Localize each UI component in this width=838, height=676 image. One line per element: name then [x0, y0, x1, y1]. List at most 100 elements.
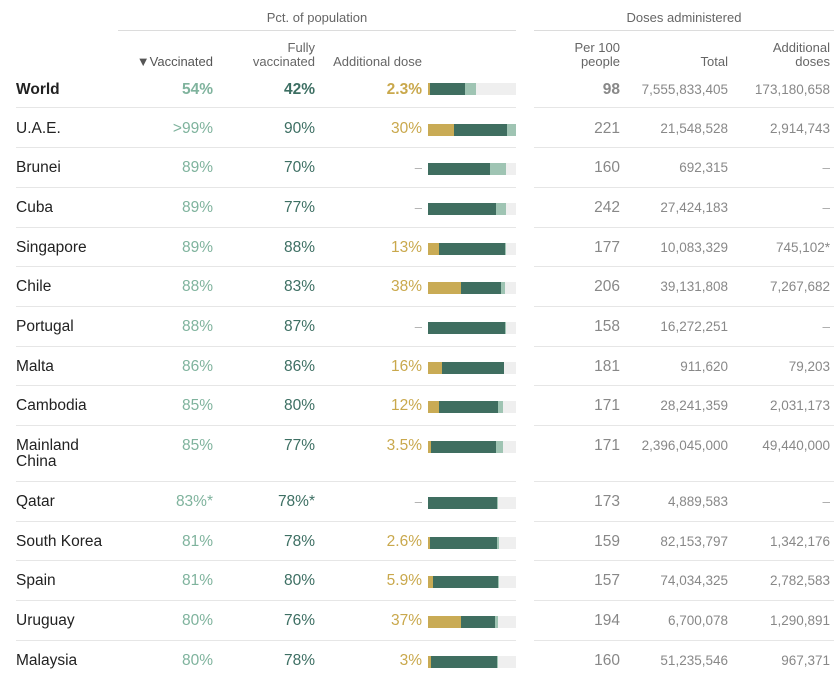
country-name: South Korea: [16, 533, 103, 550]
bar-segment-fully: [428, 497, 497, 509]
pct-additional-dose: 16%: [390, 358, 422, 375]
bar-segment-partial: [498, 401, 503, 413]
row-divider: [16, 227, 516, 228]
country-name: Mainland China: [16, 437, 79, 470]
doses-total: 51,235,546: [660, 653, 728, 668]
table-row: Qatar 83%* 78%* – 173 4,889,583 –: [0, 482, 838, 522]
column-header-fully-line1: Fully: [287, 40, 315, 55]
column-header-additional-dose[interactable]: Additional dose: [333, 54, 422, 69]
bar-segment-fully: [442, 362, 504, 374]
doses-total: 39,131,808: [660, 279, 728, 294]
additional-doses: 79,203: [788, 359, 830, 374]
column-header-fully-vaccinated[interactable]: Fully vaccinated: [253, 41, 315, 69]
pct-additional-dose: 12%: [390, 397, 422, 414]
country-name: Spain: [16, 572, 56, 589]
bar-segment-additional: [428, 243, 440, 255]
pct-fully-vaccinated: 77%: [283, 199, 315, 216]
bar-segment-partial: [496, 497, 499, 509]
bar-segment-additional: [428, 362, 443, 374]
bar-segment-additional: [428, 83, 431, 95]
bar-segment-fully: [430, 656, 497, 668]
row-divider: [534, 600, 834, 601]
country-name: Malaysia: [16, 652, 78, 669]
doses-per-100: 159: [594, 533, 620, 550]
table-row: South Korea 81% 78% 2.6% 159 82,153,797 1,342,…: [0, 522, 838, 561]
row-divider: [16, 560, 516, 561]
pct-additional-dose: 5.9%: [386, 572, 422, 589]
bar-segment-partial: [498, 576, 500, 588]
vaccination-bar: [428, 322, 516, 334]
doses-per-100: 157: [594, 572, 620, 589]
bar-segment-fully: [431, 441, 496, 453]
column-header-per-100[interactable]: Per 100 people: [574, 41, 620, 69]
pct-additional-dose: 2.3%: [386, 81, 422, 98]
doses-per-100: 177: [594, 239, 620, 256]
doses-per-100: 206: [594, 278, 620, 295]
column-header-adddoses-line1: Additional: [772, 40, 830, 55]
row-divider: [534, 481, 834, 482]
row-divider: [16, 600, 516, 601]
column-header-vaccinated[interactable]: ▼Vaccinated: [136, 54, 213, 69]
vaccination-bar: [428, 163, 516, 175]
bar-segment-additional: [428, 616, 461, 628]
pct-fully-vaccinated: 42%: [283, 81, 315, 98]
vaccination-bar: [428, 576, 516, 588]
pct-vaccinated: 89%: [181, 159, 213, 176]
bar-segment-fully: [460, 616, 495, 628]
country-name: Cuba: [16, 199, 54, 216]
bar-segment-fully: [461, 282, 502, 294]
table-row: Mainland China 85% 77% 3.5% 171 2,396,045,000…: [0, 426, 838, 482]
column-header-adddoses-line2: doses: [795, 54, 830, 69]
pct-fully-vaccinated: 90%: [283, 120, 315, 137]
country-name: Singapore: [16, 239, 87, 256]
bar-segment-fully: [430, 83, 465, 95]
row-divider: [16, 425, 516, 426]
row-divider: [534, 640, 834, 641]
doses-per-100: 242: [594, 199, 620, 216]
vaccination-bar: [428, 537, 516, 549]
pct-fully-vaccinated: 78%*: [277, 493, 315, 510]
bar-segment-additional: [428, 124, 455, 136]
pct-fully-vaccinated: 83%: [283, 278, 315, 295]
additional-doses: 1,342,176: [769, 534, 830, 549]
doses-per-100: 98: [602, 81, 620, 98]
row-divider: [16, 385, 516, 386]
table-row: Uruguay 80% 76% 37% 194 6,700,078 1,290,891: [0, 601, 838, 641]
vaccination-bar: [428, 83, 516, 95]
pct-vaccinated: 80%: [181, 652, 213, 669]
column-header-additional-doses[interactable]: Additional doses: [773, 41, 830, 69]
vaccination-bar: [428, 282, 516, 294]
vaccination-bar: [428, 497, 516, 509]
row-divider: [534, 425, 834, 426]
vaccination-bar: [428, 441, 516, 453]
row-divider: [16, 306, 516, 307]
bar-segment-additional: [428, 441, 432, 453]
table-row: Chile 88% 83% 38% 206 39,131,808 7,267,682: [0, 267, 838, 307]
pct-fully-vaccinated: 78%: [283, 652, 315, 669]
bar-segment-fully: [428, 203, 496, 215]
doses-total: 21,548,528: [660, 121, 728, 136]
doses-per-100: 181: [594, 358, 620, 375]
doses-per-100: 173: [594, 493, 620, 510]
row-divider: [534, 266, 834, 267]
additional-doses: 1,290,891: [769, 613, 830, 628]
row-divider: [16, 187, 516, 188]
pct-additional-dose: 3.5%: [386, 437, 422, 454]
pct-vaccinated: 85%: [181, 437, 213, 454]
additional-doses: –: [822, 494, 830, 509]
world-row: World 54% 42% 2.3% 98 7,555,833,405 173,180,65…: [0, 70, 838, 108]
row-divider: [534, 560, 834, 561]
row-divider: [534, 306, 834, 307]
row-divider: [16, 346, 516, 347]
column-header-total[interactable]: Total: [700, 54, 728, 69]
doses-per-100: 221: [594, 120, 620, 137]
row-divider: [534, 227, 834, 228]
table-row: U.A.E. >99% 90% 30% 221 21,548,528 2,914,743: [0, 109, 838, 148]
row-divider: [16, 266, 516, 267]
table-row: Portugal 88% 87% – 158 16,272,251 –: [0, 307, 838, 347]
doses-total: 16,272,251: [660, 319, 728, 334]
pct-fully-vaccinated: 77%: [283, 437, 315, 454]
country-name: Uruguay: [16, 612, 75, 629]
row-divider: [16, 521, 516, 522]
additional-doses: 2,782,583: [769, 573, 830, 588]
